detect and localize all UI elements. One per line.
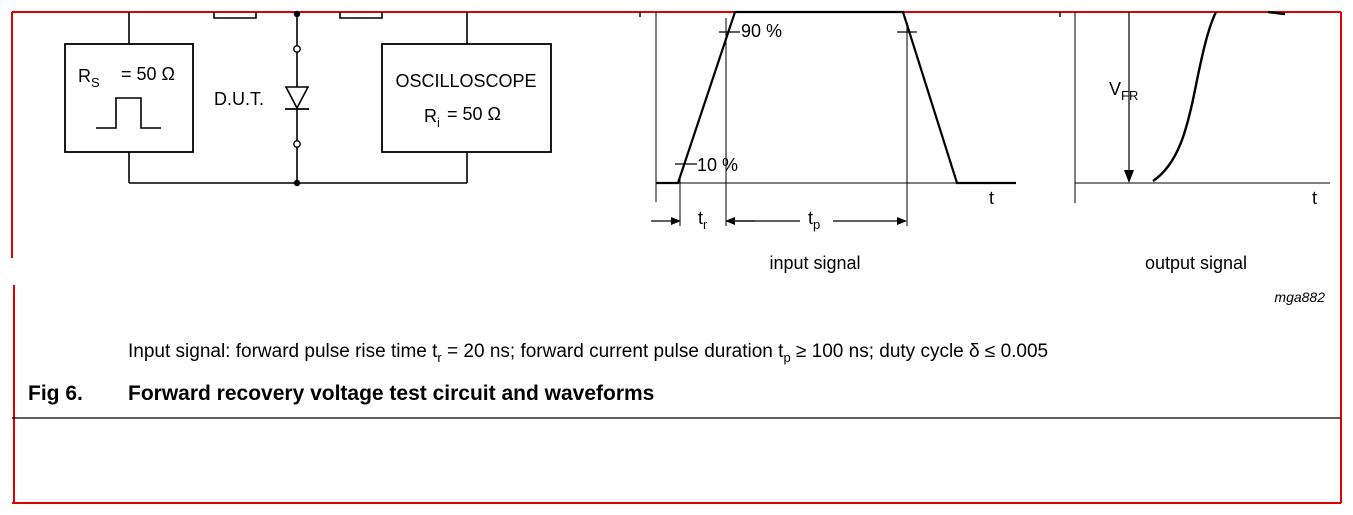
label-90-percent: 90 % [741,21,782,41]
dut-label: D.U.T. [214,89,264,109]
output-waveform: t VFR output signal [1059,10,1330,273]
tr-arrowhead-right [725,217,735,225]
source-resistance-value: = 50 Ω [121,64,175,84]
figure-title: Forward recovery voltage test circuit an… [128,382,654,405]
figure-code: mga882 [1274,289,1325,305]
oscilloscope-title: OSCILLOSCOPE [395,71,536,91]
tp-label: tp [808,208,820,232]
pulse-icon [96,97,161,129]
scope-resistance-value: = 50 Ω [447,104,501,124]
output-signal-caption: output signal [1145,253,1247,273]
vfr-arrowhead [1124,170,1134,183]
junction-bottom [293,179,301,187]
input-signal-caption: input signal [769,253,860,273]
output-t-axis-label: t [1312,188,1317,208]
terminal-bottom [293,140,301,148]
figure-frame [11,11,1342,504]
input-pulse-trace [656,10,1016,185]
label-10-percent: 10 % [697,155,738,175]
tr-label: tr [698,208,708,232]
figure-number: Fig 6. [28,382,83,405]
junction-top [293,10,301,18]
terminal-top [293,45,301,53]
tr-arrowhead-left [671,217,681,225]
oscilloscope-box [381,43,552,153]
source-resistance-label: RS [78,66,100,90]
tp-arrowhead-right [897,217,907,225]
series-resistors [213,12,383,19]
output-recovery-trace [1152,11,1218,182]
input-t-axis-label: t [989,188,994,208]
output-settle-trace [1267,10,1286,16]
diode-symbol [284,86,310,110]
scope-resistance-label: Ri [424,106,440,130]
input-signal-note: Input signal: forward pulse rise time tr… [128,341,1048,365]
test-circuit: D.U.T. RS = 50 Ω OSCILLOSCOPE Ri = 50 Ω [64,10,552,187]
input-waveform: t 90 % 10 % tr tp input signal [639,10,1016,273]
vfr-label: VFR [1109,79,1138,103]
